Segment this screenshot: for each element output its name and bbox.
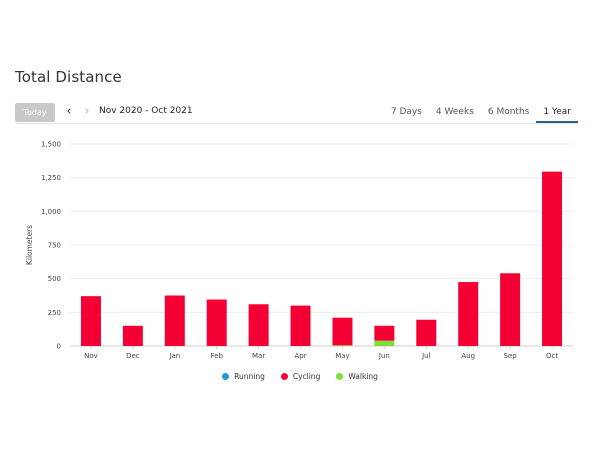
y-tick-label: 750	[48, 242, 61, 250]
x-tick-label: Sep	[504, 352, 518, 360]
x-tick-label: Dec	[126, 352, 140, 360]
legend-swatch-running	[222, 373, 230, 380]
bar-cycling	[458, 282, 479, 346]
x-tick-label: Aug	[461, 352, 475, 360]
legend-label-walking: Walking	[348, 372, 378, 381]
legend-item-cycling[interactable]: Cycling	[280, 372, 321, 381]
bar-cycling	[374, 325, 395, 341]
x-tick-label: May	[335, 352, 349, 360]
distance-bar-chart: 0 250 500 750 1,000 1,250 1,500 Kilometers Nov De…	[25, 141, 573, 360]
bar-cycling	[290, 305, 311, 346]
legend-swatch-walking	[336, 373, 344, 380]
tab-4-weeks[interactable]: 4 Weeks	[435, 107, 474, 117]
bar-cycling	[206, 299, 227, 346]
bar-walking	[332, 345, 353, 346]
x-tick-label: Apr	[294, 352, 306, 360]
y-tick-label: 250	[48, 309, 61, 317]
tab-6-months[interactable]: 6 Months	[487, 107, 530, 117]
legend-item-walking[interactable]: Walking	[336, 372, 378, 381]
bar-cycling	[164, 295, 185, 346]
x-tick-label: Mar	[252, 352, 265, 360]
tab-1-year[interactable]: 1 Year	[536, 102, 578, 123]
bar-cycling	[80, 296, 101, 346]
legend-swatch-cycling	[280, 373, 288, 380]
bar-cycling	[332, 317, 353, 346]
bar-cycling	[248, 304, 269, 346]
bar-cycling	[416, 319, 437, 346]
y-axis-label: Kilometers	[25, 225, 34, 265]
date-range-label: Nov 2020 - Oct 2021	[99, 106, 193, 116]
x-tick-label: Jun	[378, 352, 390, 360]
date-range-toolbar: Today ‹ › Nov 2020 - Oct 2021 7 Days 4 W…	[15, 102, 578, 124]
y-tick-label: 1,250	[41, 174, 61, 182]
legend-label-cycling: Cycling	[292, 372, 321, 381]
legend-item-running[interactable]: Running	[222, 372, 265, 381]
bar-walking	[374, 340, 395, 346]
tab-7-days[interactable]: 7 Days	[390, 107, 422, 117]
x-tick-label: Feb	[211, 352, 224, 360]
chevron-left-icon[interactable]: ‹	[66, 104, 72, 119]
y-tick-label: 0	[57, 343, 61, 351]
y-tick-label: 1,000	[41, 208, 61, 216]
toolbar-divider	[15, 123, 578, 124]
chevron-right-icon[interactable]: ›	[84, 104, 90, 119]
legend-label-running: Running	[234, 372, 265, 381]
range-tabs: 7 Days 4 Weeks 6 Months 1 Year	[384, 102, 578, 124]
x-tick-label: Oct	[546, 352, 558, 360]
x-tick-label: Nov	[84, 352, 98, 360]
today-button[interactable]: Today	[15, 103, 55, 122]
chart-legend: Running Cycling Walking	[0, 372, 600, 381]
bar-cycling	[500, 273, 521, 346]
y-tick-label: 500	[48, 275, 61, 283]
y-tick-label: 1,500	[41, 141, 61, 149]
bar-cycling	[122, 325, 143, 346]
page-title: Total Distance	[15, 68, 122, 86]
bar-cycling	[542, 171, 563, 346]
x-tick-label: Jul	[421, 352, 431, 360]
x-tick-label: Jan	[168, 352, 180, 360]
